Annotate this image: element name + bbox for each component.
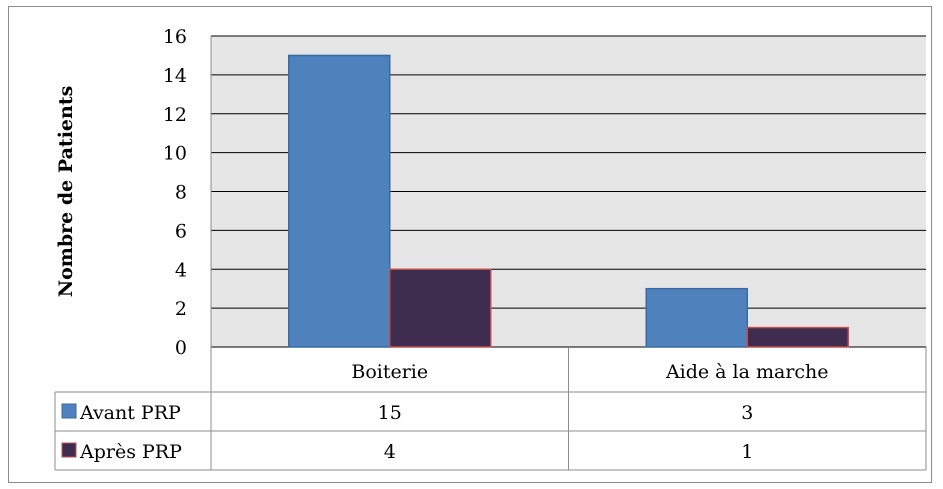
data-table: Boiterie Aide à la marche Avant PRP 15 3 Aprè… bbox=[54, 347, 927, 471]
y-tick-label: 0 bbox=[175, 337, 187, 359]
y-tick-label: 6 bbox=[175, 220, 187, 242]
y-axis-label: Nombre de Patients bbox=[55, 86, 77, 298]
y-tick-label: 12 bbox=[163, 104, 187, 126]
y-tick-label: 16 bbox=[163, 26, 187, 48]
legend-key-apres bbox=[61, 442, 77, 458]
data-table-value: 4 bbox=[384, 441, 396, 463]
category-label: Aide à la marche bbox=[665, 361, 829, 383]
y-axis-ticks: 0 2 4 6 8 10 12 14 16 bbox=[163, 26, 187, 359]
y-tick-label: 14 bbox=[163, 65, 187, 87]
y-tick-label: 8 bbox=[175, 182, 187, 204]
bar-avant-2 bbox=[645, 287, 748, 348]
bar-apres-2 bbox=[746, 326, 849, 348]
data-table-value: 1 bbox=[741, 441, 753, 463]
data-table-value: 15 bbox=[378, 402, 402, 424]
bar-avant-1 bbox=[288, 54, 391, 348]
bar-apres-1 bbox=[389, 268, 492, 348]
legend-key-avant bbox=[61, 403, 77, 419]
series-name: Après PRP bbox=[79, 441, 182, 463]
category-label: Boiterie bbox=[351, 361, 428, 383]
series-name: Avant PRP bbox=[79, 402, 181, 424]
y-tick-label: 2 bbox=[175, 298, 187, 320]
y-tick-label: 10 bbox=[163, 143, 187, 165]
bars bbox=[288, 54, 849, 348]
data-table-value: 3 bbox=[741, 402, 753, 424]
y-tick-label: 4 bbox=[175, 259, 187, 281]
